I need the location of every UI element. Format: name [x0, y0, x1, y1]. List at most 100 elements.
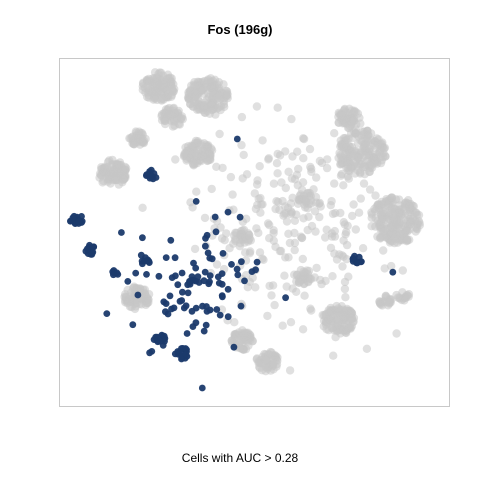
- background-cell-point: [129, 139, 138, 148]
- highlighted-cell-point: [234, 271, 242, 279]
- background-cell-point: [238, 345, 248, 354]
- background-cell-point: [192, 187, 201, 196]
- background-cell-point: [158, 84, 168, 93]
- background-cell-point: [112, 160, 121, 169]
- background-cell-point: [288, 193, 297, 202]
- background-cell-point: [200, 101, 209, 110]
- highlighted-cell-point: [69, 214, 77, 222]
- background-cell-point: [251, 283, 260, 292]
- highlighted-cell-point: [110, 271, 117, 279]
- background-cell-point: [294, 164, 303, 174]
- background-cell-point: [288, 152, 297, 161]
- highlighted-cell-point: [162, 308, 169, 316]
- highlighted-cell-point: [194, 273, 202, 281]
- background-cell-point: [236, 239, 245, 248]
- highlighted-cell-point: [219, 250, 227, 257]
- highlighted-cell-point: [182, 345, 189, 352]
- background-cell-point: [287, 174, 297, 183]
- background-cell-point: [258, 136, 267, 145]
- background-cell-point: [359, 163, 368, 172]
- background-cell-point: [375, 147, 384, 157]
- background-cell-point: [207, 184, 216, 194]
- highlighted-cell-point: [211, 213, 219, 221]
- background-cell-point: [299, 154, 308, 163]
- background-cell-point: [207, 83, 217, 92]
- background-cell-point: [254, 228, 263, 238]
- background-cell-point: [215, 129, 224, 139]
- background-cell-point: [255, 363, 265, 373]
- background-cell-point: [344, 174, 353, 183]
- background-cell-point: [279, 211, 288, 220]
- background-cell-point: [284, 167, 293, 176]
- highlighted-cell-point: [146, 349, 154, 357]
- background-cell-point: [223, 90, 232, 99]
- background-cell-point: [298, 254, 307, 264]
- background-cell-point: [392, 329, 401, 338]
- highlighted-cell-point: [236, 213, 244, 221]
- background-cell-point: [298, 325, 308, 334]
- background-cell-point: [215, 84, 224, 93]
- highlighted-cell-point: [156, 338, 164, 345]
- background-cell-point: [379, 246, 388, 255]
- highlighted-cell-point: [137, 251, 145, 259]
- highlighted-cell-point: [389, 268, 397, 276]
- highlighted-cell-point: [124, 278, 132, 285]
- background-cell-point: [331, 333, 340, 342]
- highlighted-cell-point: [174, 348, 182, 355]
- highlighted-cell-point: [213, 306, 221, 313]
- background-cell-point: [348, 106, 357, 115]
- background-cell-point: [411, 227, 420, 236]
- background-cell-point: [344, 134, 353, 143]
- background-cell-point: [322, 163, 332, 173]
- background-cell-point: [376, 225, 385, 235]
- background-cell-point: [242, 214, 251, 223]
- highlighted-cell-point: [150, 336, 158, 343]
- background-cell-point: [330, 179, 339, 188]
- highlighted-cell-point: [184, 289, 192, 297]
- background-cell-point: [237, 140, 246, 150]
- highlighted-cell-point: [216, 311, 224, 319]
- highlighted-cell-point: [212, 228, 220, 236]
- background-cell-point: [312, 198, 321, 207]
- background-cell-point: [218, 163, 227, 173]
- background-cell-point: [361, 151, 370, 160]
- background-cell-point: [381, 297, 390, 307]
- background-cell-point: [280, 271, 289, 280]
- highlighted-cell-point: [129, 321, 137, 329]
- background-cell-point: [270, 300, 279, 310]
- background-cell-point: [324, 315, 334, 324]
- background-cell-point: [340, 284, 350, 294]
- highlighted-cell-point: [190, 259, 197, 267]
- background-cell-point: [401, 293, 411, 302]
- highlighted-cell-point: [192, 198, 200, 205]
- background-cell-point: [301, 203, 310, 212]
- highlighted-cell-point: [202, 242, 209, 250]
- background-cell-point: [365, 185, 375, 194]
- highlighted-cell-point: [143, 271, 150, 278]
- background-cell-point: [322, 225, 331, 234]
- background-cell-point: [261, 355, 270, 365]
- background-cell-point: [204, 149, 213, 158]
- background-cell-point: [272, 159, 282, 168]
- background-cell-point: [415, 221, 424, 230]
- background-cell-point: [315, 156, 325, 166]
- highlighted-cell-point: [203, 307, 211, 315]
- highlighted-cell-point: [166, 292, 174, 300]
- background-cell-point: [252, 102, 262, 111]
- highlighted-cell-point: [282, 294, 289, 302]
- background-cell-point: [177, 114, 186, 123]
- highlighted-cells: [67, 135, 397, 392]
- background-cell-point: [226, 172, 236, 182]
- highlighted-cell-point: [200, 327, 208, 335]
- background-cell-point: [330, 129, 339, 138]
- highlighted-cell-point: [170, 304, 178, 312]
- highlighted-cell-point: [189, 323, 197, 330]
- background-cell-point: [375, 297, 384, 306]
- background-cell-point: [171, 155, 180, 164]
- background-cell-point: [265, 281, 274, 291]
- highlighted-cell-point: [224, 208, 232, 216]
- background-cell-point: [305, 144, 315, 154]
- background-cell-point: [290, 245, 299, 255]
- background-cell-point: [312, 173, 321, 182]
- background-cell-point: [344, 272, 353, 281]
